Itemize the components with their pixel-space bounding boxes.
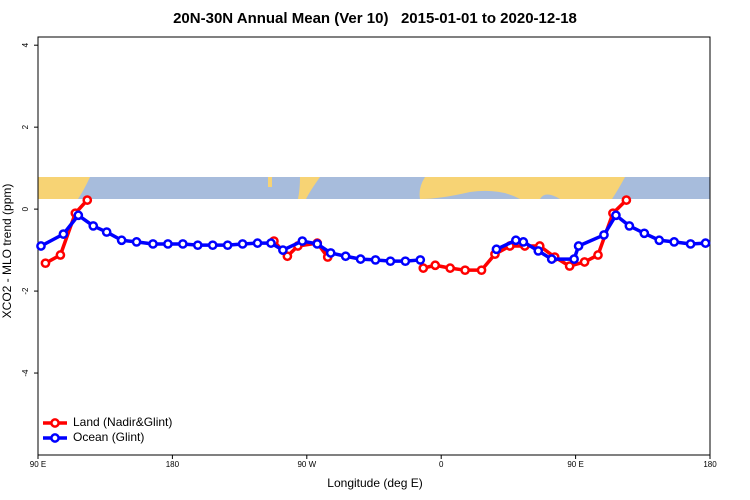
chart-title: 20N-30N Annual Mean (Ver 10) 2015-01-01 … (173, 10, 577, 27)
point (415, 255, 426, 265)
point (340, 251, 351, 262)
point (282, 251, 293, 262)
x-tick-label: 180 (166, 460, 180, 469)
point (491, 244, 502, 255)
point (163, 239, 173, 249)
y-tick-label: -4 (21, 369, 30, 377)
point (533, 246, 544, 256)
x-tick-label: 90 E (30, 460, 46, 469)
point (621, 195, 632, 205)
point (58, 229, 69, 239)
point (385, 256, 396, 267)
point (579, 257, 590, 267)
y-tick-label: 0 (21, 206, 30, 211)
x-tick-label: 180 (703, 460, 717, 469)
point (131, 237, 142, 247)
point (546, 254, 557, 264)
y-tick-label: 2 (21, 124, 30, 129)
series-line (44, 198, 628, 272)
point (669, 237, 680, 247)
point (355, 254, 366, 264)
point (36, 241, 46, 251)
point (312, 239, 323, 249)
y-tick-label: -2 (21, 287, 30, 295)
point (55, 250, 66, 260)
point (418, 263, 429, 273)
legend-marker (50, 418, 60, 428)
point (599, 230, 609, 240)
point (178, 239, 188, 249)
point (88, 221, 99, 231)
point (400, 256, 411, 267)
point (476, 265, 487, 276)
legend-label: Ocean (Glint) (73, 430, 144, 444)
point (40, 258, 51, 269)
map-band (38, 177, 710, 199)
x-tick-label: 90 E (567, 460, 583, 469)
point (370, 255, 381, 265)
point (518, 237, 529, 247)
point (564, 261, 575, 271)
point (325, 248, 336, 258)
x-axis-label: Longitude (deg E) (327, 476, 422, 490)
point (700, 238, 711, 248)
point (266, 238, 276, 248)
point (73, 210, 84, 221)
point (116, 235, 127, 246)
point (101, 227, 112, 237)
point (639, 228, 650, 239)
y-tick-label: 4 (21, 42, 30, 47)
legend-marker (50, 433, 60, 443)
point (573, 241, 584, 251)
point (297, 236, 308, 246)
point (624, 221, 635, 231)
y-axis-label: XCO2 - MLO trend (ppm) (0, 184, 14, 319)
point (511, 235, 521, 246)
point (430, 260, 441, 271)
x-tick-label: 0 (439, 460, 444, 469)
legend-label: Land (Nadir&Glint) (73, 415, 172, 429)
point (460, 265, 470, 276)
point (569, 254, 579, 264)
point (82, 195, 93, 205)
point (278, 245, 288, 255)
point (685, 239, 696, 249)
point (252, 238, 263, 248)
point (445, 263, 456, 273)
point (237, 239, 248, 249)
point (148, 239, 158, 249)
point (207, 240, 218, 251)
point (593, 250, 603, 260)
x-tick-label: 90 W (297, 460, 316, 469)
point (654, 235, 665, 246)
point (222, 240, 233, 251)
point (611, 210, 621, 221)
point (192, 240, 203, 251)
